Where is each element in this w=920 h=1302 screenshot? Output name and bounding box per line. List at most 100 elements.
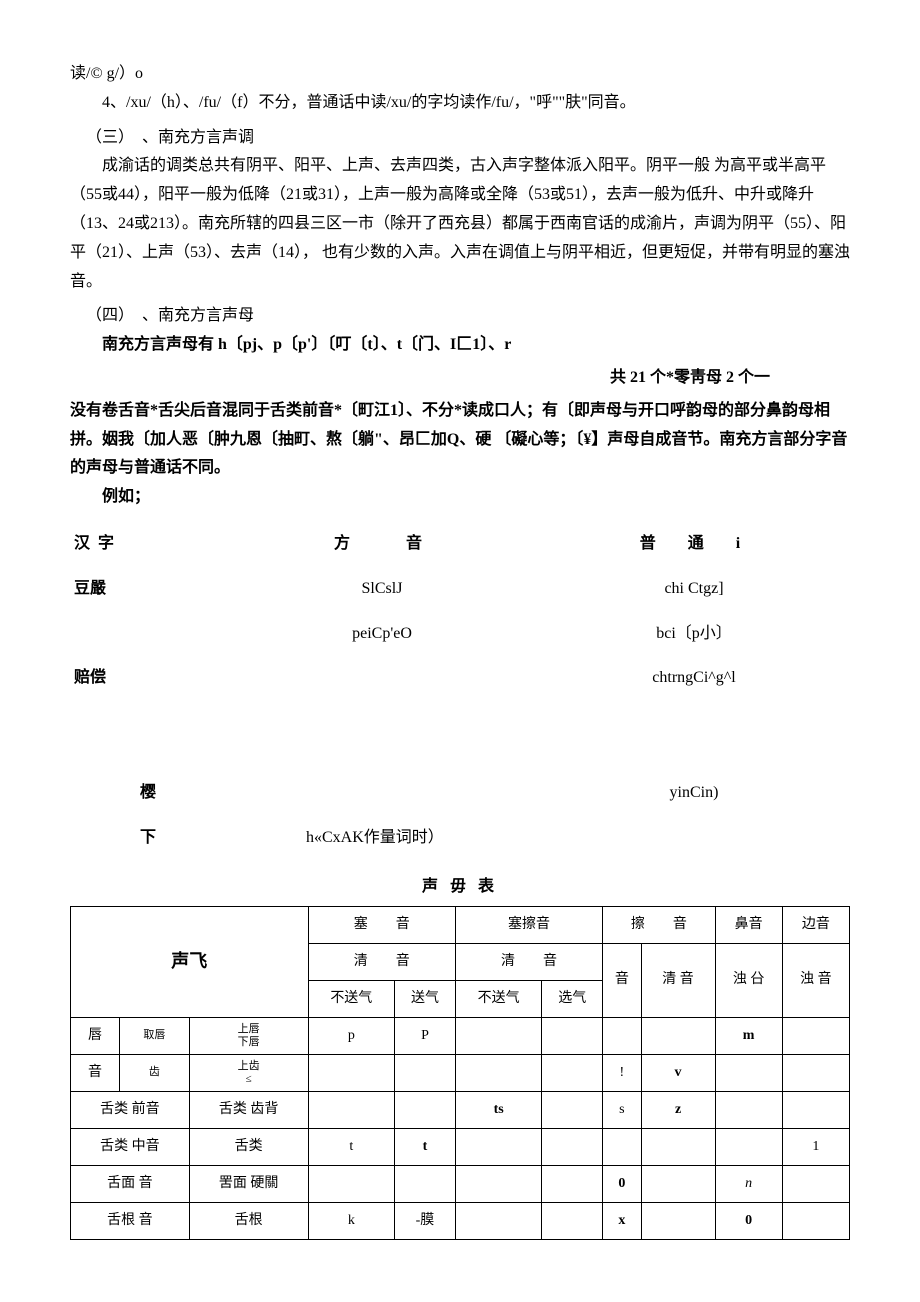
phon-cell: k	[308, 1202, 395, 1239]
line-read: 读/© g/）o	[70, 60, 850, 89]
phon-cell	[782, 1165, 849, 1202]
ex-f	[226, 771, 538, 816]
phon-cell	[542, 1165, 603, 1202]
phon-table-title: 声 毋 表	[70, 873, 850, 902]
phon-cell	[542, 1202, 603, 1239]
phon-cell	[395, 1165, 456, 1202]
phon-lab3: 罟面 硬關	[189, 1165, 308, 1202]
phon-cell: !	[603, 1054, 641, 1091]
phon-cell	[715, 1128, 782, 1165]
example-row: peiCp'eO bci〔p小〕	[70, 612, 850, 657]
phon-cell: P	[395, 1017, 456, 1054]
vertical-gap	[70, 701, 850, 761]
example-table-2: 樱 yinCin) 下 h«CxAK作量词时）	[70, 771, 850, 861]
phon-sub-qingyin: 清 音	[641, 943, 715, 1017]
ex-h: 下	[70, 816, 226, 861]
phon-lab12: 舌面 音	[71, 1165, 190, 1202]
phon-cell	[542, 1017, 603, 1054]
ex-f: peiCp'eO	[226, 612, 538, 657]
phon-lab1: 音	[71, 1054, 120, 1091]
phon-songqi: 送气	[395, 980, 456, 1017]
phon-cell: t	[308, 1128, 395, 1165]
phon-cell	[455, 1017, 542, 1054]
phon-cell: x	[603, 1202, 641, 1239]
example-label: 例如；	[70, 483, 850, 512]
phon-lab12: 舌类 前音	[71, 1091, 190, 1128]
phon-cell: 1	[782, 1128, 849, 1165]
phon-row: 唇 取唇 上唇下唇 p P m	[71, 1017, 850, 1054]
ex-p: bci〔p小〕	[538, 612, 850, 657]
phon-cell	[782, 1091, 849, 1128]
phon-row: 舌面 音 罟面 硬關 0 n	[71, 1165, 850, 1202]
ex-p: yinCin)	[538, 771, 850, 816]
phon-row: 舌类 中音 舌类 t t 1	[71, 1128, 850, 1165]
phon-grp-ca: 擦 音	[603, 906, 715, 943]
ex-p: chtrngCi^g^l	[538, 656, 850, 701]
phon-cell	[455, 1165, 542, 1202]
section-4-head: （四） 、南充方言声母	[70, 302, 850, 331]
phon-cell: t	[395, 1128, 456, 1165]
phon-sub-yin: 音	[603, 943, 641, 1017]
phon-cell	[603, 1017, 641, 1054]
phon-lab3: 舌类	[189, 1128, 308, 1165]
phon-cell	[395, 1091, 456, 1128]
phon-cell: 0	[715, 1202, 782, 1239]
phon-lab3: 舌根	[189, 1202, 308, 1239]
example-row: 下 h«CxAK作量词时）	[70, 816, 850, 861]
phon-cell	[715, 1054, 782, 1091]
ex-head-hanzi: 汉字	[70, 522, 226, 567]
phon-cell: ts	[455, 1091, 542, 1128]
phon-sub-zhuo2: 浊 音	[782, 943, 849, 1017]
phon-busongqi: 不送气	[308, 980, 395, 1017]
phon-cell	[542, 1091, 603, 1128]
phon-cell	[782, 1054, 849, 1091]
phon-sub-qing1: 清 音	[308, 943, 455, 980]
phon-corner: 声飞	[71, 906, 309, 1017]
phon-cell: z	[641, 1091, 715, 1128]
phon-sub-qing2: 清 音	[455, 943, 602, 980]
ex-h: 赔偿	[70, 656, 226, 701]
phon-cell	[455, 1054, 542, 1091]
phon-lab1: 唇	[71, 1017, 120, 1054]
phon-header-row1: 声飞 塞 音 塞擦音 擦 音 鼻音 边音	[71, 906, 850, 943]
phon-cell	[641, 1202, 715, 1239]
ex-p: chi Ctgz]	[538, 567, 850, 612]
phon-row: 舌根 音 舌根 k -膜 x 0	[71, 1202, 850, 1239]
phon-cell	[782, 1017, 849, 1054]
phon-lab2: 取唇	[120, 1017, 190, 1054]
phon-cell	[542, 1128, 603, 1165]
example-row: 豆嚴 SlCslJ chi Ctgz]	[70, 567, 850, 612]
phon-cell	[641, 1128, 715, 1165]
phon-cell: s	[603, 1091, 641, 1128]
phon-cell: v	[641, 1054, 715, 1091]
phon-cell	[455, 1128, 542, 1165]
phon-cell	[308, 1165, 395, 1202]
phon-busongqi2: 不送气	[455, 980, 542, 1017]
example-header-row: 汉字 方 音 普 通 i	[70, 522, 850, 567]
section-4-para-a: 南充方言声母有 h〔pj、p〔p'〕〔叮〔t〕、t〔门、I匚1〕、r	[70, 331, 850, 360]
phon-grp-bi: 鼻音	[715, 906, 782, 943]
phon-cell	[395, 1054, 456, 1091]
section-4-right: 共 21 个*零靑母 2 个一	[70, 364, 850, 393]
example-table: 汉字 方 音 普 通 i 豆嚴 SlCslJ chi Ctgz] peiCp'e…	[70, 522, 850, 701]
example-row: 赔偿 chtrngCi^g^l	[70, 656, 850, 701]
phon-grp-sai: 塞 音	[308, 906, 455, 943]
phon-cell	[308, 1091, 395, 1128]
phon-lab2: 齿	[120, 1054, 190, 1091]
phon-cell: n	[715, 1165, 782, 1202]
ex-f: SlCslJ	[226, 567, 538, 612]
ex-head-fangyin: 方 音	[226, 522, 538, 567]
section-3-para: 成渝话的调类总共有阴平、阳平、上声、去声四类，古入声字整体派入阳平。阴平一般 为…	[70, 152, 850, 296]
example-row: 樱 yinCin)	[70, 771, 850, 816]
phon-cell	[641, 1017, 715, 1054]
phon-cell	[455, 1202, 542, 1239]
phon-grp-saica: 塞擦音	[455, 906, 602, 943]
phon-table: 声飞 塞 音 塞擦音 擦 音 鼻音 边音 清 音 清 音 音 清 音 浊 㕣 浊…	[70, 906, 850, 1240]
section-3-head: （三） 、南充方言声调	[70, 124, 850, 153]
phon-lab12: 舌根 音	[71, 1202, 190, 1239]
phon-cell: p	[308, 1017, 395, 1054]
ex-p	[538, 816, 850, 861]
ex-h: 豆嚴	[70, 567, 226, 612]
phon-lab3: 上齿≤	[189, 1054, 308, 1091]
section-4-para-b: 没有卷舌音*舌尖后音混同于舌类前音*〔町江1〕、不分*读成口人；有〔即声母与开口…	[70, 397, 850, 483]
